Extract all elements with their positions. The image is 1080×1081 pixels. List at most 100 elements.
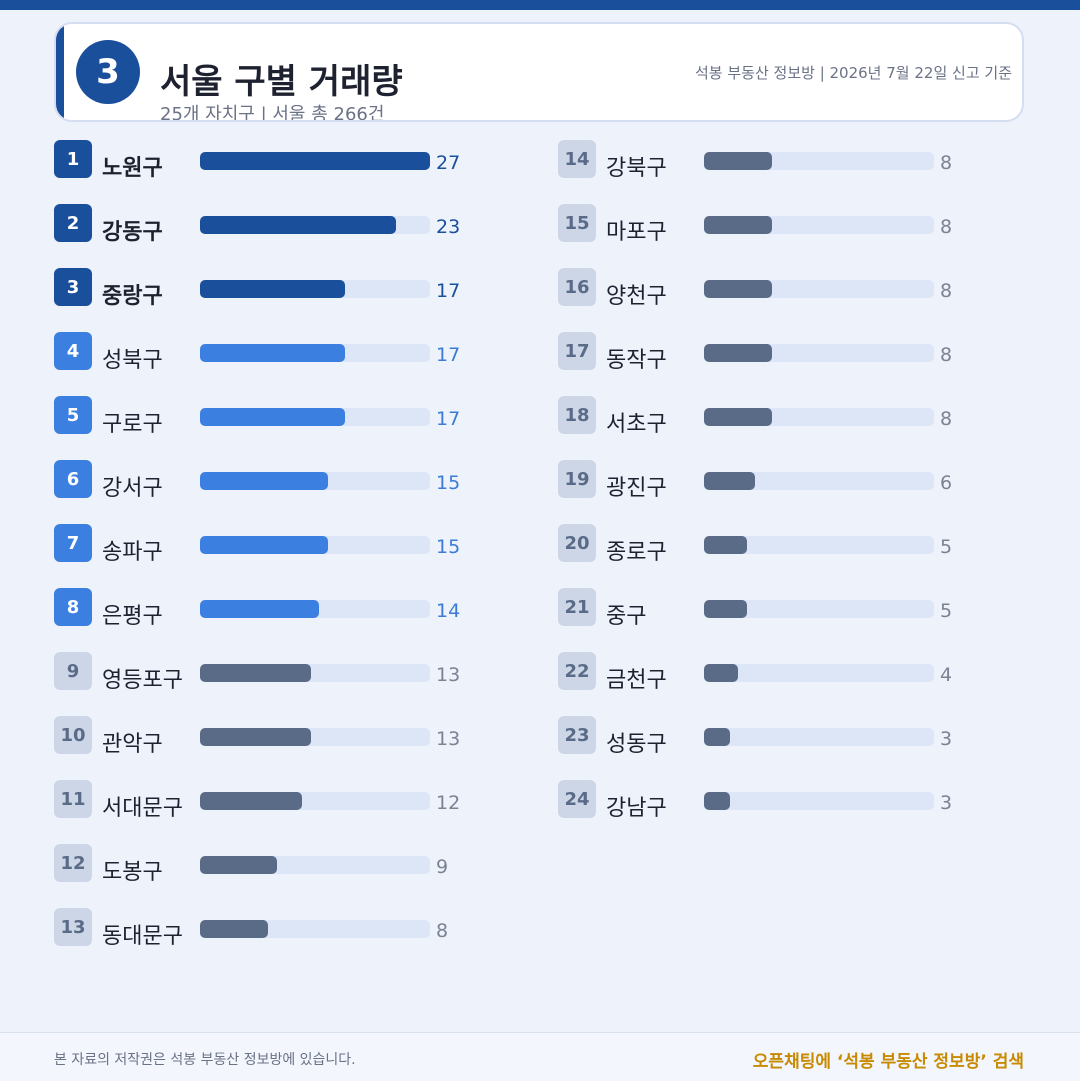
ranking-row: 21 중구 5 bbox=[558, 588, 1018, 652]
value-label: 17 bbox=[436, 280, 461, 302]
rank-badge: 10 bbox=[54, 716, 92, 754]
rank-badge: 3 bbox=[54, 268, 92, 306]
bar-track bbox=[200, 600, 430, 618]
district-label: 노원구 bbox=[102, 156, 163, 181]
ranking-row: 16 양천구 8 bbox=[558, 268, 1018, 332]
bar-track bbox=[200, 728, 430, 746]
value-label: 15 bbox=[436, 472, 461, 494]
ranking-row: 19 광진구 6 bbox=[558, 460, 1018, 524]
bar bbox=[704, 728, 730, 746]
bar bbox=[704, 664, 739, 682]
district-label: 강남구 bbox=[606, 796, 667, 821]
district-label: 서대문구 bbox=[102, 796, 183, 821]
ranking-row: 3 중랑구 17 bbox=[54, 268, 514, 332]
value-label: 8 bbox=[940, 152, 953, 174]
bar bbox=[200, 536, 328, 554]
value-label: 4 bbox=[940, 664, 953, 686]
ranking-row: 8 은평구 14 bbox=[54, 588, 514, 652]
district-label: 구로구 bbox=[102, 412, 163, 437]
value-label: 15 bbox=[436, 536, 461, 558]
district-label: 양천구 bbox=[606, 284, 667, 309]
ranking-row: 24 강남구 3 bbox=[558, 780, 1018, 844]
district-label: 중랑구 bbox=[102, 284, 163, 309]
ranking-row: 9 영등포구 13 bbox=[54, 652, 514, 716]
bar-track bbox=[200, 856, 430, 874]
district-label: 송파구 bbox=[102, 540, 163, 565]
openchat-cta: 오픈채팅에 ‘석봉 부동산 정보방’ 검색 bbox=[752, 1052, 1024, 1072]
bar-track bbox=[704, 792, 934, 810]
bar bbox=[704, 216, 773, 234]
district-label: 동대문구 bbox=[102, 924, 183, 949]
value-label: 8 bbox=[940, 344, 953, 366]
bar bbox=[704, 280, 773, 298]
bar-track bbox=[200, 792, 430, 810]
bar bbox=[200, 792, 303, 810]
rank-badge: 9 bbox=[54, 652, 92, 690]
rank-badge: 1 bbox=[54, 140, 92, 178]
bar bbox=[200, 472, 328, 490]
bar bbox=[200, 216, 396, 234]
value-label: 8 bbox=[436, 920, 449, 942]
rank-badge: 11 bbox=[54, 780, 92, 818]
ranking-row: 10 관악구 13 bbox=[54, 716, 514, 780]
rank-badge: 19 bbox=[558, 460, 596, 498]
district-label: 금천구 bbox=[606, 668, 667, 693]
bar-track bbox=[200, 408, 430, 426]
rank-badge: 2 bbox=[54, 204, 92, 242]
rank-badge: 6 bbox=[54, 460, 92, 498]
rank-badge: 22 bbox=[558, 652, 596, 690]
district-label: 서초구 bbox=[606, 412, 667, 437]
source-note: 석봉 부동산 정보방 | 2026년 7월 22일 신고 기준 bbox=[694, 64, 1012, 82]
bar-track bbox=[704, 344, 934, 362]
bar-track bbox=[704, 280, 934, 298]
district-label: 영등포구 bbox=[102, 668, 183, 693]
bar bbox=[704, 152, 773, 170]
ranking-row: 23 성동구 3 bbox=[558, 716, 1018, 780]
rank-badge: 5 bbox=[54, 396, 92, 434]
bar-track bbox=[704, 664, 934, 682]
bar bbox=[200, 664, 311, 682]
rank-badge: 12 bbox=[54, 844, 92, 882]
ranking-row: 6 강서구 15 bbox=[54, 460, 514, 524]
ranking-row: 14 강북구 8 bbox=[558, 140, 1018, 204]
ranking-row: 2 강동구 23 bbox=[54, 204, 514, 268]
bar bbox=[200, 152, 430, 170]
ranking-row: 13 동대문구 8 bbox=[54, 908, 514, 972]
value-label: 17 bbox=[436, 344, 461, 366]
value-label: 14 bbox=[436, 600, 461, 622]
header-accent-stripe bbox=[56, 24, 64, 120]
district-label: 종로구 bbox=[606, 540, 667, 565]
bar-track bbox=[704, 152, 934, 170]
bar bbox=[200, 280, 345, 298]
district-label: 동작구 bbox=[606, 348, 667, 373]
value-label: 17 bbox=[436, 408, 461, 430]
copyright-note: 본 자료의 저작권은 석봉 부동산 정보방에 있습니다. bbox=[54, 1052, 356, 1068]
bar bbox=[704, 472, 756, 490]
bar-track bbox=[704, 536, 934, 554]
value-label: 9 bbox=[436, 856, 449, 878]
bar bbox=[200, 728, 311, 746]
ranking-row: 18 서초구 8 bbox=[558, 396, 1018, 460]
section-number-badge: 3 bbox=[76, 40, 140, 104]
rank-badge: 23 bbox=[558, 716, 596, 754]
district-label: 은평구 bbox=[102, 604, 163, 629]
bar-track bbox=[704, 408, 934, 426]
district-label: 도봉구 bbox=[102, 860, 163, 885]
bar bbox=[200, 408, 345, 426]
rank-badge: 16 bbox=[558, 268, 596, 306]
rank-badge: 7 bbox=[54, 524, 92, 562]
value-label: 13 bbox=[436, 664, 461, 686]
page-title: 서울 구별 거래량 bbox=[160, 62, 403, 102]
bar bbox=[200, 856, 277, 874]
district-label: 중구 bbox=[606, 604, 647, 629]
bar bbox=[704, 600, 747, 618]
ranking-row: 1 노원구 27 bbox=[54, 140, 514, 204]
value-label: 13 bbox=[436, 728, 461, 750]
bar-track bbox=[704, 728, 934, 746]
bar-track bbox=[200, 536, 430, 554]
bar-track bbox=[704, 472, 934, 490]
value-label: 5 bbox=[940, 536, 953, 558]
bar bbox=[704, 344, 773, 362]
ranking-column-right: 14 강북구 8 15 마포구 8 16 양천구 8 17 동작구 8 18 서초구 8 19 광진구 6 20 종로… bbox=[558, 140, 1018, 844]
ranking-row: 11 서대문구 12 bbox=[54, 780, 514, 844]
